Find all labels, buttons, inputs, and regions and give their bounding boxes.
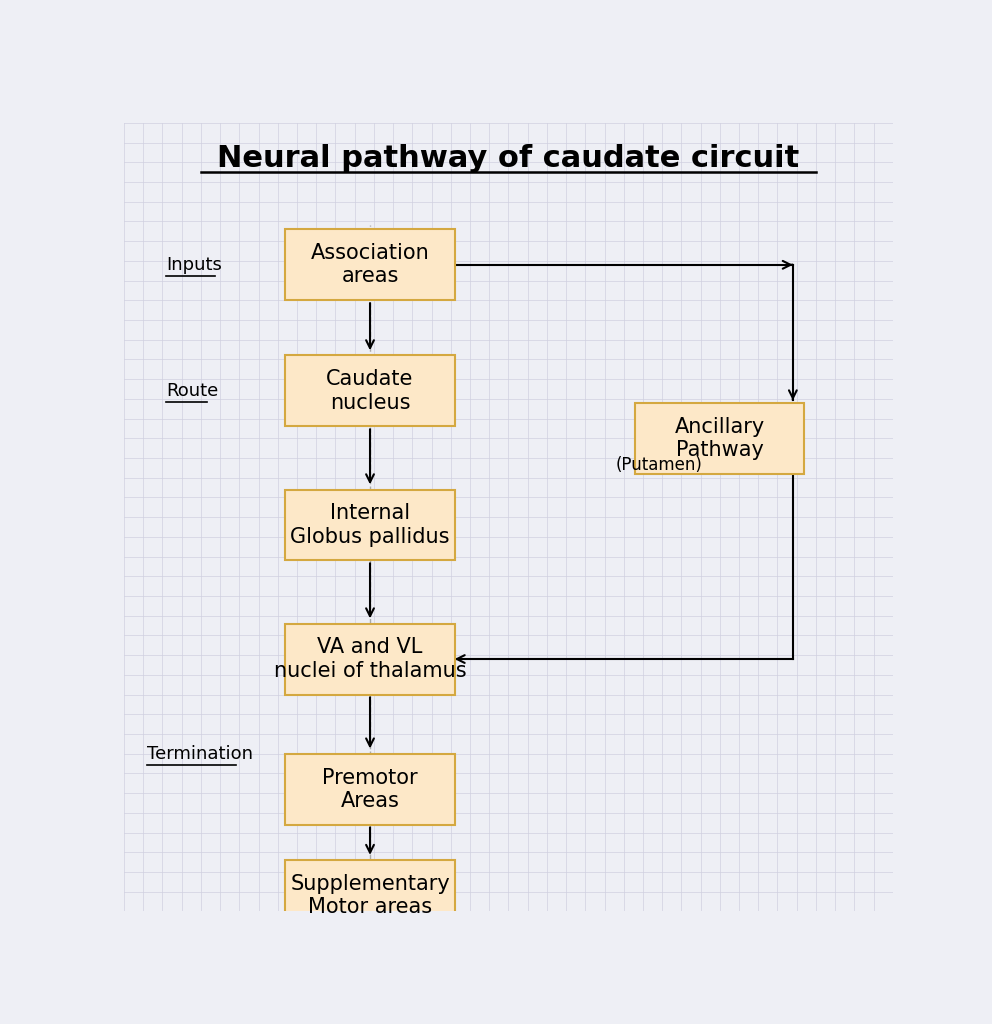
FancyBboxPatch shape: [286, 754, 454, 824]
Text: VA and VL
nuclei of thalamus: VA and VL nuclei of thalamus: [274, 638, 466, 681]
FancyBboxPatch shape: [286, 229, 454, 300]
Text: Internal
Globus pallidus: Internal Globus pallidus: [291, 504, 449, 547]
FancyBboxPatch shape: [635, 402, 805, 474]
Text: Neural pathway of caudate circuit: Neural pathway of caudate circuit: [217, 143, 800, 173]
Text: Supplementary
Motor areas: Supplementary Motor areas: [290, 874, 450, 918]
FancyBboxPatch shape: [286, 355, 454, 426]
Text: Caudate
nucleus: Caudate nucleus: [326, 370, 414, 413]
Text: (Putamen): (Putamen): [616, 456, 703, 474]
Text: Premotor
Areas: Premotor Areas: [322, 768, 418, 811]
Text: Ancillary
Pathway: Ancillary Pathway: [675, 417, 765, 460]
Text: Association
areas: Association areas: [310, 244, 430, 287]
FancyBboxPatch shape: [286, 624, 454, 694]
Text: Termination: Termination: [147, 744, 253, 763]
FancyBboxPatch shape: [286, 489, 454, 560]
Text: Route: Route: [167, 382, 218, 400]
Text: Inputs: Inputs: [167, 256, 222, 273]
FancyBboxPatch shape: [286, 860, 454, 931]
